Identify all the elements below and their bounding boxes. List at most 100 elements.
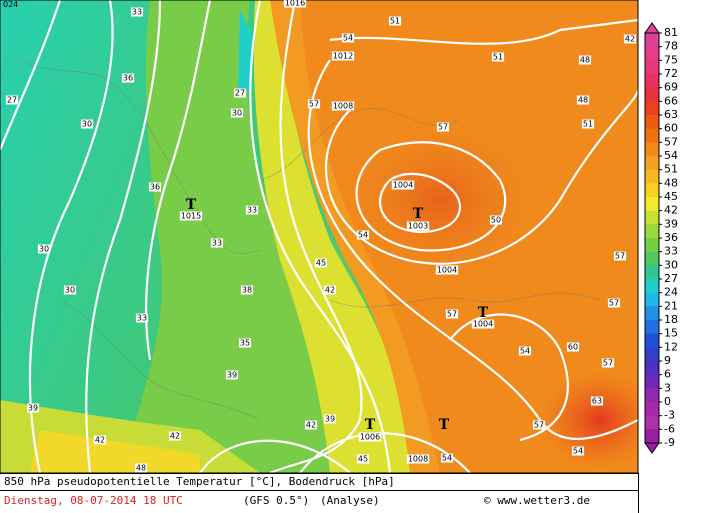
temperature-label-box <box>225 370 239 380</box>
temperature-label-box <box>388 16 402 26</box>
colorbar-tick-label: 6 <box>664 368 671 381</box>
colorbar-swatch <box>645 265 659 280</box>
temperature-label-box <box>356 230 370 240</box>
colorbar-tick-label: 3 <box>664 381 671 394</box>
temperature-label-box <box>571 446 585 456</box>
colorbar-swatch <box>645 169 659 184</box>
colorbar-swatch <box>645 388 659 403</box>
isobar-label-box <box>406 221 430 231</box>
temperature-label-box <box>307 99 321 109</box>
colorbar-tick-label: 81 <box>664 26 678 39</box>
colorbar-swatch <box>645 320 659 335</box>
colorbar-swatch <box>645 333 659 348</box>
colorbar-swatch <box>645 197 659 212</box>
colorbar-swatch <box>645 33 659 48</box>
low-pressure-marker: T <box>186 197 197 213</box>
corner-label: 024 <box>3 0 18 9</box>
colorbar-swatch <box>645 156 659 171</box>
temperature-label: 54 <box>442 454 452 463</box>
temperature-label: 42 <box>325 286 335 295</box>
colorbar-tick-label: 78 <box>664 40 678 53</box>
colorbar-tick-label: 24 <box>664 286 678 299</box>
colorbar-tick-label: -3 <box>664 409 675 422</box>
colorbar-tick-label: 45 <box>664 190 678 203</box>
colorbar-swatch <box>645 101 659 116</box>
temperature-label: 57 <box>603 359 613 368</box>
colorbar-swatch <box>645 429 659 444</box>
colorbar-tick-label: 33 <box>664 245 678 258</box>
colorbar-swatch <box>645 183 659 198</box>
isobar-label-box <box>435 265 459 275</box>
temperature-label-box <box>93 435 107 445</box>
colorbar-swatch <box>645 224 659 239</box>
temperature-label: 54 <box>573 447 583 456</box>
isobar-label: 1004 <box>473 320 493 329</box>
temperature-label: 33 <box>137 314 147 323</box>
colorbar-tick-label: 48 <box>664 176 678 189</box>
temperature-label-box <box>576 95 590 105</box>
isobar-label: 1003 <box>408 222 428 231</box>
temperature-label-box <box>80 119 94 129</box>
temperature-label: 36 <box>150 183 160 192</box>
caption-run: (Analyse) <box>320 494 380 507</box>
colorbar-tick-label: 66 <box>664 94 678 107</box>
temperature-label-box <box>489 215 503 225</box>
colorbar-swatch <box>645 115 659 130</box>
colorbar-tick-label: 75 <box>664 53 678 66</box>
temperature-label-box <box>314 258 328 268</box>
temperature-label: 30 <box>39 245 49 254</box>
isobar-label: 1004 <box>437 266 457 275</box>
map-labels: 1016 1012 1008 1004 1003 1004 1004 1015 1006 1008… <box>5 0 637 473</box>
colorbar-tick-label: -9 <box>664 436 675 449</box>
temperature-label: 54 <box>343 34 353 43</box>
colorbar-tick-label: 12 <box>664 340 678 353</box>
isobar-label-box <box>283 0 307 8</box>
temperature-label: 48 <box>136 464 146 473</box>
colorbar-tick-label: 69 <box>664 81 678 94</box>
caption-date: Dienstag, 08-07-2014 18 UTC <box>4 494 183 507</box>
caption-title: 850 hPa pseudopotentielle Temperatur [°C… <box>4 475 395 488</box>
temperature-label-box <box>607 298 621 308</box>
colorbar-swatch <box>645 210 659 225</box>
colorbar-tick-label: 15 <box>664 327 678 340</box>
temperature-label-box <box>491 52 505 62</box>
temperature-label: 42 <box>306 421 316 430</box>
temperature-label: 42 <box>170 432 180 441</box>
temperature-label: 48 <box>578 96 588 105</box>
temperature-label-box <box>233 88 247 98</box>
temperature-label-box <box>356 454 370 464</box>
colorbar-swatch <box>645 60 659 75</box>
temperature-label-box <box>436 122 450 132</box>
temperature-label: 45 <box>316 259 326 268</box>
colorbar-tick-label: 60 <box>664 122 678 135</box>
temperature-label-box <box>134 463 148 473</box>
temperature-label: 60 <box>568 343 578 352</box>
temperature-label-box <box>601 358 615 368</box>
temperature-label: 36 <box>123 74 133 83</box>
temperature-label-box <box>26 403 40 413</box>
isobar-label: 1006 <box>360 433 380 442</box>
colorbar-arrow-top <box>644 22 660 34</box>
temperature-label: 48 <box>580 56 590 65</box>
temperature-label: 54 <box>520 347 530 356</box>
colorbar-tick-label: 54 <box>664 149 678 162</box>
temperature-label-box <box>566 342 580 352</box>
colorbar-swatch <box>645 292 659 307</box>
temperature-label-box <box>623 34 637 44</box>
colorbar-tick-label: 0 <box>664 395 671 408</box>
colorbar-swatch <box>645 279 659 294</box>
temperature-label-box <box>590 396 604 406</box>
colorbar-swatch <box>645 374 659 389</box>
temperature-label: 50 <box>491 216 501 225</box>
temperature-label: 39 <box>325 415 335 424</box>
temperature-label: 33 <box>247 206 257 215</box>
colorbar-tick-label: 21 <box>664 299 678 312</box>
temperature-label: 63 <box>592 397 602 406</box>
temperature-label-box <box>304 420 318 430</box>
colorbar-tick-label: 27 <box>664 272 678 285</box>
colorbar-swatch <box>645 306 659 321</box>
temperature-label-box <box>148 182 162 192</box>
temperature-label: 33 <box>212 239 222 248</box>
temperature-label: 30 <box>65 286 75 295</box>
